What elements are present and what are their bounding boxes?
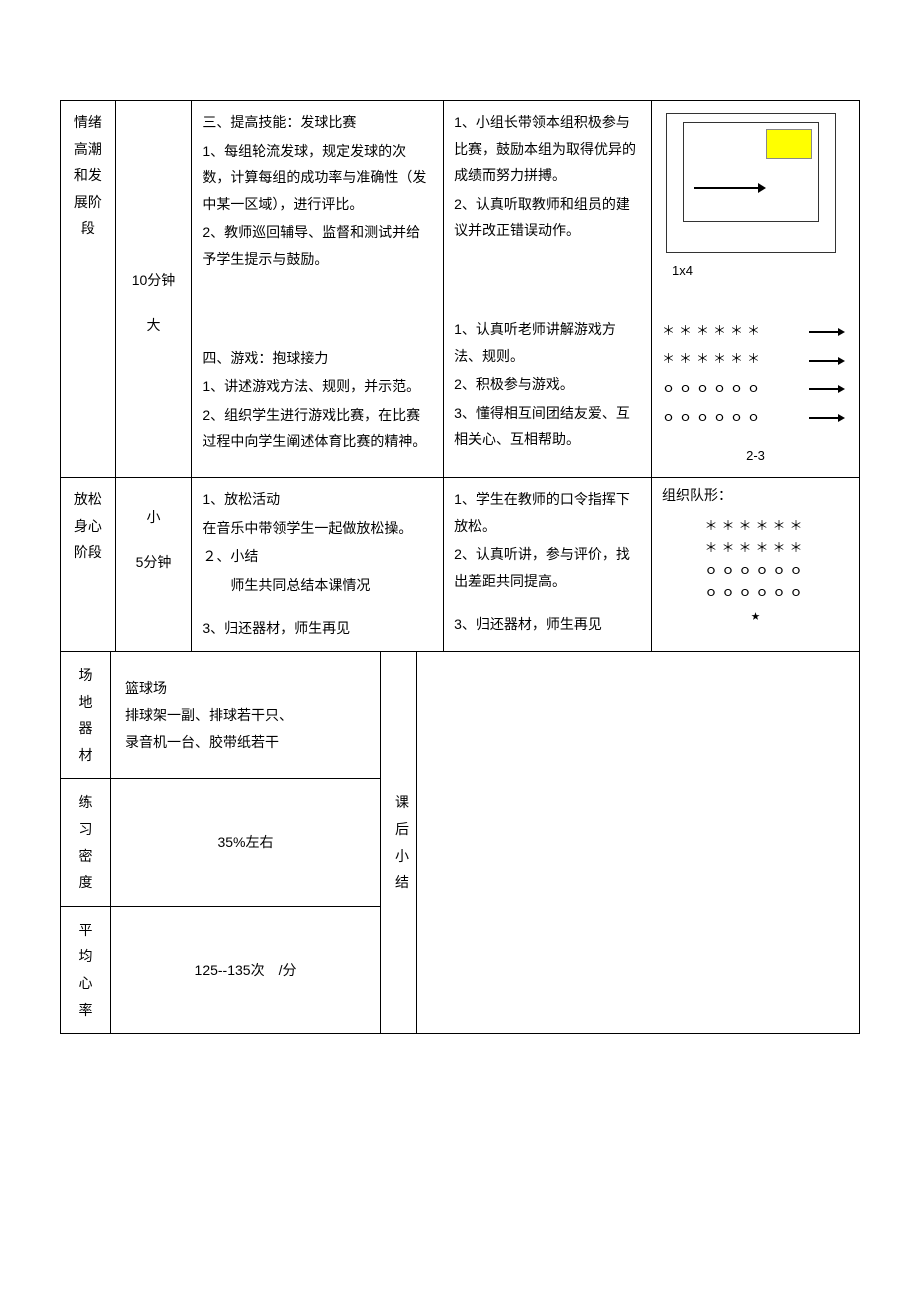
time-value: 5分钟 [126,549,182,576]
text-line: 1、学生在教师的口令指挥下放松。 [454,486,641,539]
formation-row: ＊＊＊＊＊＊ [662,516,849,538]
formation-row: ｏｏｏｏｏｏ [662,560,849,582]
diagram-label: 1x4 [666,259,845,284]
formation-row: ＊＊＊＊＊＊ [662,538,849,560]
density-label: 练习密度 [61,779,111,906]
text-line: 三、提高技能：发球比赛 [202,109,433,136]
formation-diagram: 组织队形： ＊＊＊＊＊＊ ＊＊＊＊＊＊ ｏｏｏｏｏｏ ｏｏｏｏｏｏ ★ [662,486,849,630]
intensity-value: 小 [126,504,182,531]
teacher-cell-1: 三、提高技能：发球比赛 1、每组轮流发球，规定发球的次数，计算每组的成功率与准确… [192,101,444,478]
text-line: ２、小结 [202,543,433,570]
text-line: 在音乐中带领学生一起做放松操。 [202,515,433,542]
text-line: 3、归还器材，师生再见 [202,615,433,642]
text-line: 师生共同总结本课情况 [202,572,433,599]
formation-row: ｏｏｏｏｏｏ [662,582,849,604]
stage-cell-1: 情绪高潮和发展阶段 [61,101,116,478]
venue-label: 场地器材 [61,652,111,779]
text-line: 四、游戏：抱球接力 [202,345,433,372]
diagram-title: 组织队形： [662,486,849,510]
court-diagram: 1x4 [662,109,849,288]
table-row: 场地器材 篮球场 排球架一副、排球若干只、 录音机一台、胶带纸若干 课后小结 [61,652,860,779]
time-value: 10分钟 [126,267,182,294]
heartrate-label: 平均心率 [61,906,111,1033]
formation-row: ｏｏｏｏｏｏ [662,377,764,402]
text-line: 1、每组轮流发球，规定发球的次数，计算每组的成功率与准确性（发中某一区域），进行… [202,138,433,218]
time-cell-2: 小 5分钟 [115,478,192,652]
text-line: 篮球场 [125,675,366,702]
text-line: 2、积极参与游戏。 [454,371,641,398]
text-line: 2、认真听讲，参与评价，找出差距共同提高。 [454,541,641,594]
text-line: 1、小组长带领本组积极参与比赛，鼓励本组为取得优异的成绩而努力拼搏。 [454,109,641,189]
teacher-star-icon: ★ [662,604,849,630]
text-line: 2、认真听取教师和组员的建议并改正错误动作。 [454,191,641,244]
formation-row: ＊＊＊＊＊＊ [662,348,764,373]
target-zone-icon [766,129,812,159]
text-line: 3、归还器材，师生再见 [454,611,641,638]
text-line: 排球架一副、排球若干只、 [125,702,366,729]
time-cell-1: 10分钟 大 [115,101,192,478]
text-line: 2、教师巡回辅导、监督和测试并给予学生提示与鼓励。 [202,219,433,272]
org-cell-2: 组织队形： ＊＊＊＊＊＊ ＊＊＊＊＊＊ ｏｏｏｏｏｏ ｏｏｏｏｏｏ ★ [652,478,860,652]
table-row: 情绪高潮和发展阶段 10分钟 大 三、提高技能：发球比赛 1、每组轮流发球，规定… [61,101,860,478]
venue-cell: 篮球场 排球架一副、排球若干只、 录音机一台、胶带纸若干 [111,652,381,779]
formation-row: ｏｏｏｏｏｏ [662,406,764,431]
intensity-value: 大 [126,312,182,339]
text-line: 1、认真听老师讲解游戏方法、规则。 [454,316,641,369]
density-value: 35%左右 [111,779,381,906]
relay-diagram: ＊＊＊＊＊＊ ＊＊＊＊＊＊ ｏｏｏｏｏｏ ｏｏｏｏｏｏ 2-3 [662,318,849,469]
text-line: 录音机一台、胶带纸若干 [125,729,366,756]
text-line: 1、放松活动 [202,486,433,513]
lesson-plan-table: 情绪高潮和发展阶段 10分钟 大 三、提高技能：发球比赛 1、每组轮流发球，规定… [60,100,860,652]
text-line: 2、组织学生进行游戏比赛，在比赛过程中向学生阐述体育比赛的精神。 [202,402,433,455]
stage-cell-2: 放松身心阶段 [61,478,116,652]
student-cell-2: 1、学生在教师的口令指挥下放松。 2、认真听讲，参与评价，找出差距共同提高。 3… [444,478,652,652]
stage-label: 放松身心阶段 [71,486,105,566]
teacher-cell-2: 1、放松活动 在音乐中带领学生一起做放松操。 ２、小结 师生共同总结本课情况 3… [192,478,444,652]
text-line: 1、讲述游戏方法、规则，并示范。 [202,373,433,400]
formation-row: ＊＊＊＊＊＊ [662,320,764,345]
arrow-icon [809,417,843,419]
heartrate-value: 125--135次 /分 [111,906,381,1033]
summary-label: 课后小结 [381,652,417,1034]
stage-label: 情绪高潮和发展阶段 [71,109,105,242]
org-cell-1: 1x4 ＊＊＊＊＊＊ ＊＊＊＊＊＊ ｏｏｏｏｏｏ ｏｏｏｏｏｏ 2-3 [652,101,860,478]
arrow-icon [809,360,843,362]
arrow-icon [809,331,843,333]
bottom-info-table: 场地器材 篮球场 排球架一副、排球若干只、 录音机一台、胶带纸若干 课后小结 练… [60,652,860,1034]
arrow-icon [809,388,843,390]
arrow-icon [694,187,764,189]
text-line: 3、懂得相互间团结友爱、互相关心、互相帮助。 [454,400,641,453]
student-cell-1: 1、小组长带领本组积极参与比赛，鼓励本组为取得优异的成绩而努力拼搏。 2、认真听… [444,101,652,478]
summary-cell [417,652,860,1034]
table-row: 放松身心阶段 小 5分钟 1、放松活动 在音乐中带领学生一起做放松操。 ２、小结… [61,478,860,652]
diagram-label: 2-3 [662,444,849,469]
